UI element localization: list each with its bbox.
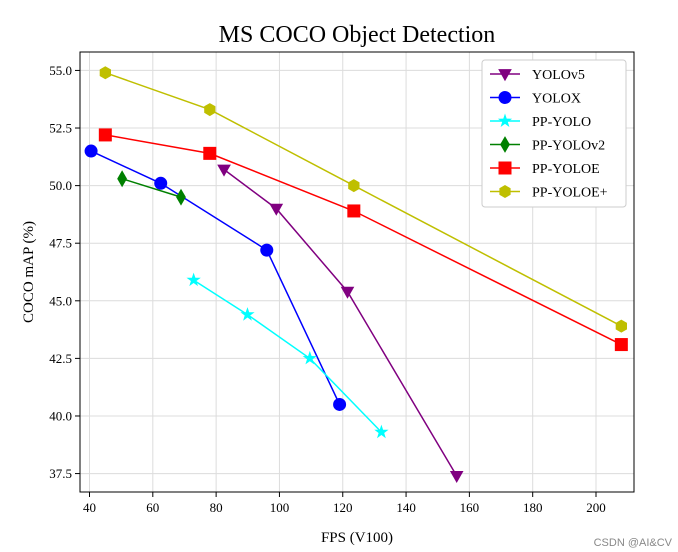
x-tick-label: 180 (523, 500, 543, 515)
data-point-yolox (154, 176, 168, 190)
series-pp-yoloe (99, 66, 627, 333)
data-point-pp-yolo (302, 350, 317, 365)
data-point-yolox (260, 243, 274, 257)
data-point-yolox (333, 397, 347, 411)
x-tick-label: 120 (333, 500, 353, 515)
y-tick-label: 42.5 (49, 351, 72, 366)
x-tick-label: 60 (146, 500, 159, 515)
data-point-pp-yoloe (348, 179, 360, 193)
series-yolox (84, 144, 347, 411)
series-line-yolox (90, 150, 341, 405)
data-point-pp-yolo (240, 307, 255, 321)
data-point-pp-yolov2 (117, 170, 127, 188)
x-axis-label: FPS (V100) (321, 530, 393, 546)
legend-marker-yolov5 (498, 69, 512, 82)
data-point-pp-yolo (374, 424, 389, 439)
series-line-yolov5 (223, 168, 458, 477)
x-tick-label: 80 (210, 500, 223, 515)
series-yolov5 (217, 164, 464, 483)
legend-marker-pp-yolo (497, 113, 513, 127)
data-point-yolox (84, 144, 98, 158)
legend-label-pp-yoloe: PP-YOLOE+ (532, 186, 608, 201)
y-tick-label: 37.5 (49, 466, 72, 481)
data-point-pp-yoloe (203, 146, 217, 160)
chart-title: MS COCO Object Detection (219, 22, 496, 48)
legend-label-pp-yoloe: PP-YOLOE (532, 162, 600, 177)
x-tick-label: 200 (586, 500, 606, 515)
x-tick-label: 100 (270, 500, 290, 515)
data-point-pp-yoloe (98, 128, 112, 142)
series-pp-yolov2 (117, 170, 186, 206)
data-point-pp-yolo (186, 272, 201, 287)
y-tick-label: 40.0 (49, 408, 72, 423)
legend-marker-pp-yoloe (498, 161, 512, 175)
data-point-pp-yoloe (614, 338, 628, 352)
data-point-yolov5 (217, 164, 231, 177)
legend-marker-pp-yolov2 (500, 136, 510, 153)
grid (80, 52, 634, 492)
series-pp-yolo (186, 272, 389, 439)
y-tick-label: 47.5 (49, 236, 72, 251)
legend-label-pp-yolov2: PP-YOLOv2 (532, 139, 605, 154)
watermark: CSDN @AI&CV (594, 537, 673, 549)
data-point-yolov5 (340, 286, 355, 299)
y-tick-label: 52.5 (49, 121, 72, 136)
legend-label-yolov5: YOLOv5 (532, 68, 585, 83)
data-point-pp-yoloe (615, 319, 627, 333)
data-point-pp-yolov2 (176, 188, 186, 206)
data-point-pp-yoloe (347, 204, 361, 218)
legend-label-pp-yolo: PP-YOLO (532, 115, 591, 130)
legend: YOLOv5 YOLOX PP-YOLO PP-YOLOv2 PP-YOLOE PP-YO… (481, 59, 627, 208)
legend-label-yolox: YOLOX (532, 92, 581, 107)
data-point-yolov5 (449, 471, 464, 483)
legend-marker-pp-yoloe (499, 185, 511, 198)
series-line-pp-yolov2 (121, 177, 182, 198)
y-tick-label: 45.0 (49, 293, 72, 308)
series-line-pp-yoloe (105, 71, 622, 327)
series-line-pp-yolo (193, 279, 382, 433)
y-tick-label: 50.0 (49, 178, 72, 193)
y-tick-label: 55.0 (49, 63, 72, 78)
x-tick-label: 160 (460, 500, 480, 515)
ticks: 40 60 80 100 120 140 160 180 200 37.5 40.0 42.5 45.0… (49, 63, 606, 515)
data-point-pp-yoloe (99, 66, 111, 80)
y-axis-label: COCO mAP (%) (21, 221, 37, 323)
series-layer (84, 66, 628, 483)
x-tick-label: 40 (83, 500, 96, 515)
x-tick-label: 140 (396, 500, 416, 515)
axes-frame (79, 51, 635, 493)
data-point-pp-yoloe (204, 103, 216, 117)
legend-marker-yolox (498, 91, 512, 104)
series-line-pp-yoloe (105, 134, 622, 346)
series-pp-yoloe (98, 128, 628, 352)
data-point-yolov5 (269, 203, 284, 216)
